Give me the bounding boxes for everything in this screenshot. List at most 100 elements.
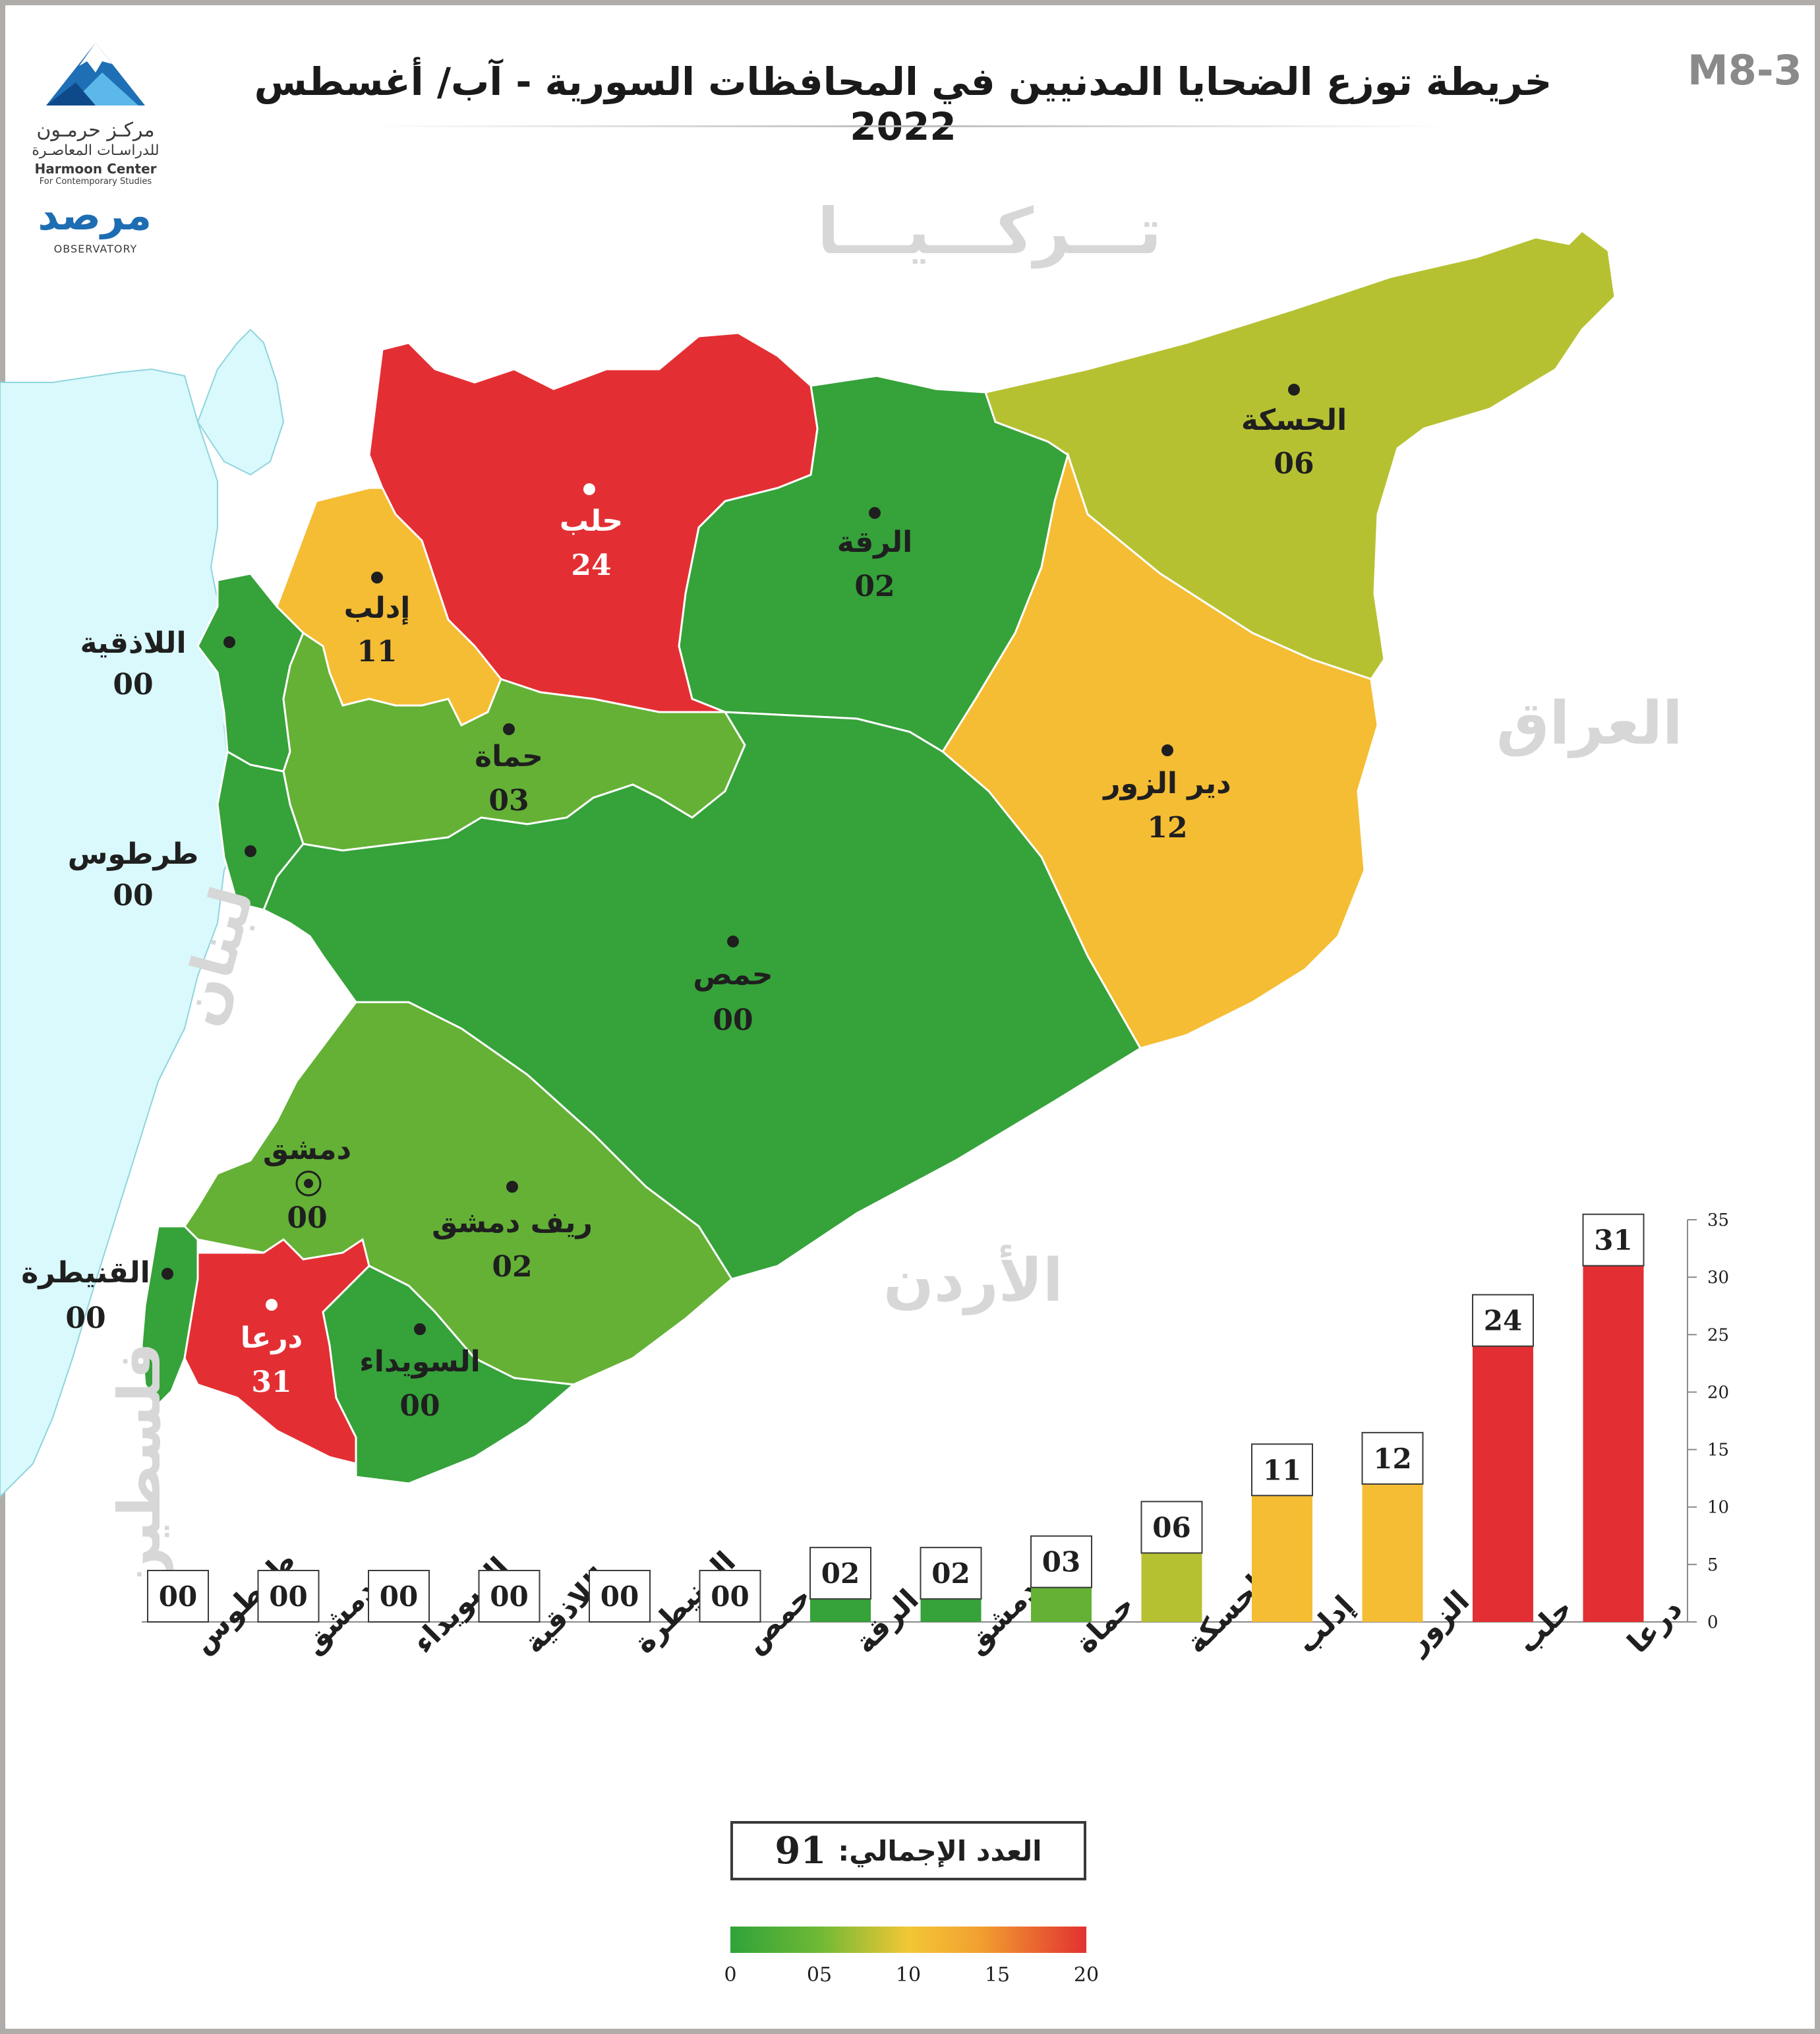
legend-tick-5: 05 — [806, 1963, 833, 1987]
y-tick-label: 30 — [1707, 1268, 1729, 1288]
y-tick-label: 25 — [1707, 1325, 1729, 1345]
total-label: العدد الإجمالي: — [838, 1834, 1042, 1867]
color-scale-legend — [730, 1927, 1086, 1953]
latakia-value: 00 — [113, 668, 154, 702]
bar — [1252, 1495, 1312, 1622]
quneitra-name: القنيطرة — [21, 1256, 150, 1290]
harmoon-sub-en: For Contemporary Studies — [39, 177, 152, 187]
y-tick-label: 15 — [1707, 1441, 1729, 1460]
y-tick-label: 35 — [1707, 1211, 1729, 1230]
quneitra-value: 00 — [65, 1301, 106, 1335]
region-suwayda — [322, 1265, 576, 1485]
bar-value-box — [589, 1570, 651, 1623]
raqqa-name: الرقة — [837, 525, 913, 559]
bar-value-label: 00 — [269, 1580, 307, 1613]
rif-city-marker — [506, 1181, 518, 1193]
bar — [1362, 1483, 1423, 1622]
deir-value: 12 — [1147, 811, 1188, 845]
bar — [810, 1599, 871, 1622]
total-box: العدد الإجمالي: 91 — [730, 1821, 1086, 1880]
y-tick-label: 0 — [1707, 1613, 1718, 1632]
damascus-value: 00 — [287, 1201, 328, 1235]
label-turkey: تـــركـــيـــا — [817, 194, 1162, 268]
legend-tick-20: 20 — [1073, 1963, 1100, 1987]
idlib-value: 11 — [357, 635, 397, 669]
homs-value: 00 — [713, 1003, 753, 1037]
y-tick-label: 5 — [1707, 1555, 1718, 1575]
harmoon-logo — [40, 36, 152, 115]
hama-name: حماة — [475, 740, 543, 773]
y-tick-label: 20 — [1707, 1383, 1729, 1402]
hasakah-name: الحسكة — [1241, 404, 1347, 437]
deir-name: دير الزور — [1103, 767, 1231, 800]
bar-value-box — [368, 1570, 430, 1623]
bar-value-label: 11 — [1263, 1454, 1301, 1486]
latakia-city-marker — [223, 636, 235, 648]
suwayda-city-marker — [414, 1323, 426, 1335]
homs-city-marker — [727, 936, 739, 947]
damascus-name: دمشق — [262, 1133, 352, 1166]
title-divider — [369, 125, 1450, 127]
bar-value-box — [920, 1547, 982, 1600]
suwayda-name: السويداء — [359, 1345, 481, 1379]
bar-value-label: 00 — [601, 1580, 639, 1613]
bar-value-box — [478, 1570, 541, 1623]
bar-value-box — [1251, 1443, 1313, 1497]
suwayda-value: 00 — [399, 1389, 440, 1423]
bar-value-box — [699, 1570, 761, 1623]
mountain-icon — [46, 43, 145, 105]
aleppo-city-marker — [583, 483, 595, 495]
region-quneitra — [140, 1225, 199, 1406]
bar-value-label: 00 — [490, 1580, 528, 1613]
homs-name: حمص — [693, 958, 773, 992]
y-tick-label: 10 — [1707, 1498, 1729, 1518]
tartus-city-marker — [245, 845, 256, 857]
latakia-name: اللاذقية — [80, 626, 187, 660]
bar-value-label: 24 — [1484, 1305, 1522, 1337]
total-value: 91 — [775, 1829, 827, 1872]
label-jordan: الأردن — [883, 1246, 1063, 1315]
observatory-en: OBSERVATORY — [53, 243, 138, 255]
hama-city-marker — [503, 723, 515, 735]
bar-value-label: 00 — [711, 1580, 749, 1613]
legend-tick-15: 15 — [984, 1963, 1011, 1987]
harmoon-name-ar: مركـز حرمـون — [36, 119, 155, 142]
tartus-name: طرطوس — [67, 837, 199, 871]
aleppo-name: حلب — [559, 504, 624, 538]
aleppo-value: 24 — [571, 549, 612, 582]
deir-city-marker — [1161, 744, 1173, 756]
bar-value-label: 02 — [931, 1557, 970, 1590]
bar-value-label: 00 — [159, 1580, 197, 1613]
bar-value-box — [147, 1570, 209, 1623]
quneitra-city-marker — [161, 1268, 173, 1280]
rif-value: 02 — [492, 1250, 533, 1284]
bar — [920, 1599, 982, 1622]
bar-value-box — [1472, 1294, 1534, 1347]
bar-value-box — [1361, 1431, 1424, 1485]
bar — [1031, 1587, 1092, 1622]
rif-name: ريف دمشق — [432, 1206, 593, 1240]
daraa-name: درعا — [240, 1321, 303, 1355]
bar — [1141, 1553, 1202, 1622]
bar-value-label: 02 — [821, 1557, 860, 1590]
daraa-city-marker — [266, 1299, 278, 1311]
bar-value-label: 06 — [1152, 1511, 1190, 1543]
bar-value-label: 31 — [1594, 1224, 1632, 1257]
bar-value-box — [1030, 1535, 1092, 1588]
legend-tick-10: 10 — [895, 1963, 922, 1987]
harmoon-name-en: Harmoon Center — [34, 161, 157, 177]
hasakah-value: 06 — [1274, 447, 1314, 481]
idlib-name: إدلب — [343, 591, 411, 625]
map-code: M8-3 — [1688, 46, 1802, 94]
bar — [1473, 1346, 1533, 1622]
daraa-value: 31 — [251, 1365, 292, 1399]
bar-value-box — [257, 1570, 320, 1623]
hasakah-city-marker — [1288, 384, 1300, 396]
bar-value-box — [1140, 1501, 1203, 1554]
legend-tick-0: 0 — [724, 1963, 737, 1987]
bar-value-label: 12 — [1373, 1443, 1411, 1475]
bar-value-label: 03 — [1042, 1546, 1080, 1578]
label-iraq: العراق — [1496, 689, 1683, 758]
observatory-logo: مرصد — [38, 191, 152, 239]
